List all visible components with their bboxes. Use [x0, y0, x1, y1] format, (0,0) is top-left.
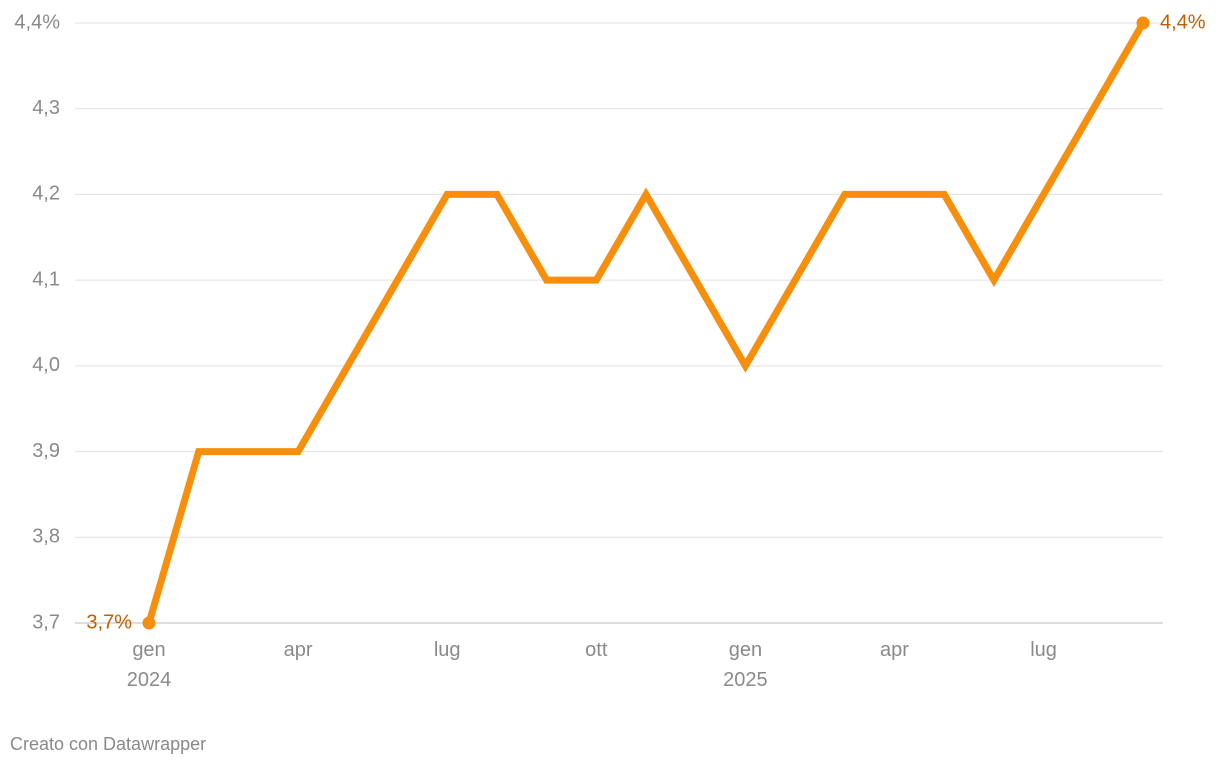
x-tick-label: ott — [585, 639, 608, 661]
y-tick-label: 4,4% — [14, 11, 60, 33]
x-tick-label: lug — [433, 639, 461, 661]
value-label: 3,7% — [86, 611, 132, 633]
point-marker — [1136, 16, 1150, 30]
source-note: Creato con Datawrapper — [10, 734, 207, 754]
y-tick-label: 3,7 — [32, 611, 60, 633]
y-tick-label: 4,2 — [32, 183, 60, 205]
x-tick-label: gen 2024 — [126, 639, 172, 691]
y-tick-label: 4,1 — [32, 268, 60, 290]
point-marker — [142, 616, 156, 630]
y-tick-label: 4,0 — [32, 354, 60, 376]
y-tick-label: 4,3 — [32, 97, 60, 119]
line — [145, 21, 1147, 624]
x-tick-label: apr — [880, 639, 909, 661]
y-tick-label: 3,8 — [32, 526, 60, 548]
y-tick-label: 3,9 — [32, 440, 60, 462]
x-tick-label: gen 2025 — [723, 639, 768, 691]
x-tick-label: lug — [1030, 639, 1057, 661]
x-tick-label: apr — [283, 639, 313, 661]
value-label: 4,4% — [1160, 11, 1206, 33]
